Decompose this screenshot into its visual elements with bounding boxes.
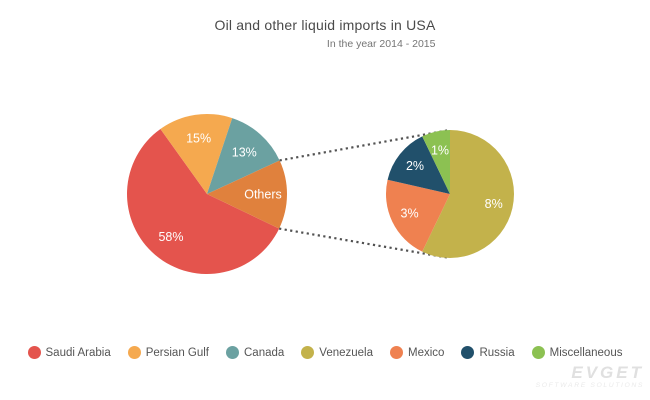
vendor-tagline: SOFTWARE SOLUTIONS [535,382,644,390]
detail-pie-slice-label-miscellaneous: 1% [431,143,449,157]
detail-pie-slice-miscellaneous[interactable] [422,130,450,194]
main-pie-slice-persian-gulf[interactable] [160,113,233,194]
legend-swatch-venezuela [301,346,315,359]
legend-label-russia: Russia [479,346,515,359]
legend-swatch-miscellaneous [531,346,545,359]
main-pie-slice-label-saudi-arabia: 58% [158,230,183,244]
main-pie-slice-canada[interactable] [207,118,280,194]
legend-label-saudi-arabia: Saudi Arabia [45,346,111,359]
legend-item-canada[interactable]: Canada [226,346,284,359]
legend-item-saudi-arabia[interactable]: Saudi Arabia [27,346,111,359]
main-pie-slice-label-canada: 13% [232,145,257,159]
legend-label-persian-gulf: Persian Gulf [145,346,209,359]
legend-item-persian-gulf[interactable]: Persian Gulf [127,346,209,359]
legend-item-miscellaneous[interactable]: Miscellaneous [531,346,623,359]
main-pie-slice-saudi-arabia[interactable] [127,128,280,274]
legend-swatch-saudi-arabia [27,346,41,359]
detail-pie-slice-label-venezuela: 8% [485,197,503,211]
detail-pie-slice-russia[interactable] [387,136,450,194]
legend-label-canada: Canada [244,346,285,359]
legend-swatch-russia [461,346,475,359]
main-pie-slice-label-persian-gulf: 15% [186,132,211,146]
legend-label-miscellaneous: Miscellaneous [549,346,623,359]
main-pie-slice-others[interactable] [207,160,288,229]
legend-label-venezuela: Venezuela [319,346,374,359]
legend-swatch-persian-gulf [127,346,141,359]
vendor-watermark: EVGET SOFTWARE SOLUTIONS [536,364,644,390]
legend-swatch-canada [226,346,239,359]
breakout-connector-top [279,128,451,162]
legend-swatch-mexico [390,346,404,359]
breakout-connector-bottom [278,227,451,260]
legend-item-russia[interactable]: Russia [461,346,515,359]
legend-item-venezuela[interactable]: Venezuela [301,346,373,359]
chart-legend: Saudi Arabia Persian Gulf Canada Venezuela M… [0,346,650,359]
detail-pie-slice-venezuela[interactable] [422,130,515,258]
legend-item-mexico[interactable]: Mexico [390,346,444,359]
legend-label-mexico: Mexico [408,346,445,359]
vendor-logo-text: EVGET [571,363,644,383]
detail-pie-slice-label-mexico: 3% [401,206,419,220]
detail-pie-slice-label-russia: 2% [406,159,424,173]
detail-pie-slice-mexico[interactable] [385,179,450,252]
main-pie-slice-label-others: Others [244,187,282,201]
